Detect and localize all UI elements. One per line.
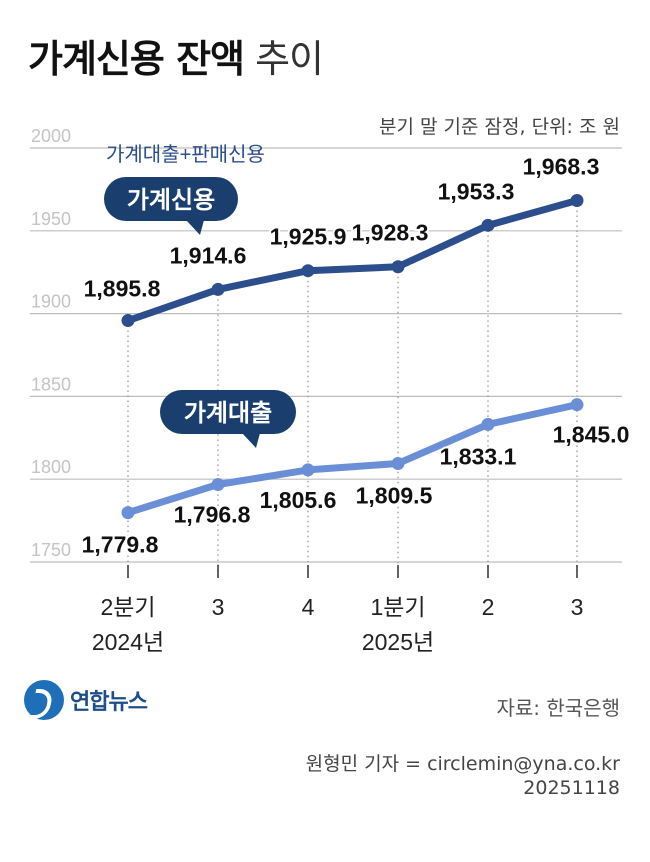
x-tick-label: 2	[482, 594, 495, 620]
y-tick-label: 1750	[31, 540, 71, 560]
legend-bubble-household-credit-bg	[104, 177, 238, 221]
data-point	[121, 314, 135, 328]
title-sub: 추이	[255, 37, 324, 81]
title-main: 가계신용 잔액	[28, 37, 245, 81]
logo-text: 연합뉴스	[70, 690, 148, 715]
data-point	[570, 193, 584, 207]
data-point	[301, 463, 315, 477]
data-label: 1,928.3	[352, 220, 429, 246]
data-label: 1,925.9	[270, 224, 347, 250]
data-label: 1,895.8	[84, 276, 161, 302]
data-label: 1,968.3	[523, 153, 600, 179]
data-point	[211, 282, 225, 296]
data-label: 1,833.1	[440, 443, 517, 469]
data-point	[570, 398, 584, 412]
unit-note: 분기 말 기준 잠정, 단위: 조 원	[379, 116, 620, 138]
legend-bubble-household-credit-label: 가계신용	[127, 187, 215, 214]
y-tick-label: 1900	[31, 292, 71, 312]
data-label: 1,805.6	[260, 487, 337, 513]
data-point	[481, 417, 495, 431]
series-subtitle: 가계대출+판매신용	[106, 143, 265, 166]
line-chart: 2000 1950 1900 1850 1800 1750 2분기 2024년 3 4 1분기 202…	[30, 126, 631, 655]
data-label: 1,845.0	[553, 422, 630, 448]
legend-bubble-household-loans-label: 가계대출	[184, 400, 272, 427]
reporter-credit: 원형민 기자 = circlemin@yna.co.kr	[305, 753, 620, 775]
y-tick-label: 1950	[31, 209, 71, 229]
legend-bubble-household-loans-tail	[242, 433, 260, 448]
y-tick-label: 1850	[31, 374, 71, 394]
data-point	[121, 506, 135, 520]
legend-bubble-household-credit-tail	[186, 220, 204, 235]
y-tick-label: 1800	[31, 457, 71, 477]
yonhap-logo: 연합뉴스	[24, 680, 148, 720]
series-line-household-credit	[124, 196, 581, 325]
publish-date: 20251118	[523, 777, 620, 799]
data-label: 1,796.8	[174, 501, 251, 527]
series-line-household-loans	[124, 401, 581, 517]
x-year-label: 2024년	[92, 629, 164, 655]
legend-bubble-household-loans-bg	[160, 390, 296, 434]
x-year-label: 2025년	[362, 629, 434, 655]
y-tick-label: 2000	[31, 126, 71, 146]
data-point	[481, 218, 495, 232]
data-label: 1,953.3	[438, 178, 515, 204]
data-label: 1,809.5	[356, 482, 433, 508]
data-point	[301, 264, 315, 278]
x-tick-label: 3	[571, 594, 584, 620]
source-text: 자료: 한국은행	[496, 696, 621, 720]
x-tick-label: 3	[212, 594, 225, 620]
x-tick-label: 4	[302, 594, 315, 620]
chart-title: 가계신용 잔액 추이	[28, 28, 324, 83]
data-label: 1,779.8	[82, 532, 159, 558]
data-label: 1,914.6	[170, 242, 247, 268]
data-point	[211, 477, 225, 491]
x-tick-label: 2분기	[100, 594, 155, 620]
data-point	[391, 456, 405, 470]
data-point	[391, 260, 405, 274]
credit-block: 원형민 기자 = circlemin@yna.co.kr 20251118	[306, 752, 620, 800]
x-tick-label: 1분기	[370, 594, 425, 620]
yonhap-logo-icon	[24, 680, 64, 720]
